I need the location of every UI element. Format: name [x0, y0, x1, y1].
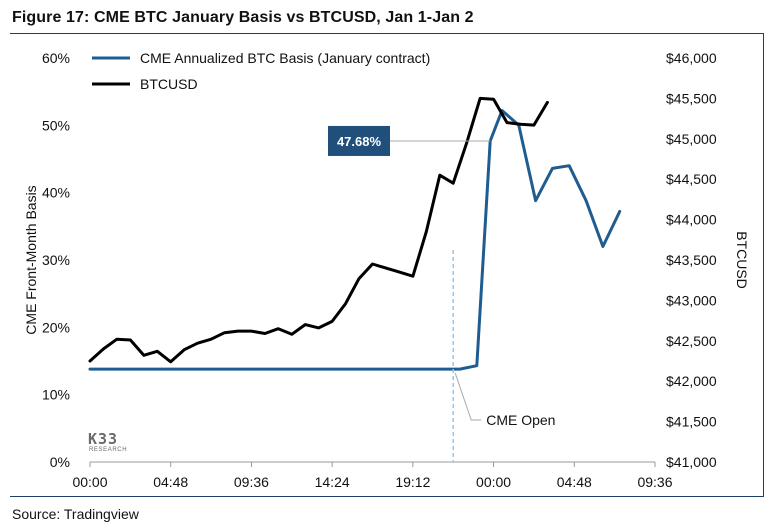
y-axis-right-title: BTCUSD	[734, 231, 750, 289]
logo-subtext: RESEARCH	[89, 447, 127, 453]
y-axis-left-tick-label: 0%	[50, 454, 70, 470]
y-axis-right-tick-label: $43,000	[666, 292, 717, 308]
y-axis-left-title: CME Front-Month Basis	[23, 185, 39, 334]
y-axis-left-tick-label: 10%	[42, 387, 70, 403]
y-axis-left-tick-label: 60%	[42, 50, 70, 66]
y-axis-right-tick-label: $44,000	[666, 212, 717, 228]
x-axis-tick-label: 19:12	[395, 474, 430, 490]
footer-divider	[10, 496, 764, 497]
y-axis-right-tick-label: $46,000	[666, 50, 717, 66]
y-axis-left-tick-label: 30%	[42, 252, 70, 268]
x-axis-tick-label: 00:00	[476, 474, 511, 490]
logo-mark: K33	[88, 430, 118, 448]
y-axis-right-tick-label: $41,000	[666, 454, 717, 470]
k33-research-logo: K33 RESEARCH	[88, 430, 127, 453]
frame-right-border	[763, 33, 764, 497]
y-axis-left-tick-label: 20%	[42, 319, 70, 335]
y-axis-right-tick-label: $42,500	[666, 333, 717, 349]
y-axis-right-tick-label: $45,000	[666, 131, 717, 147]
x-axis-tick-label: 04:48	[153, 474, 188, 490]
x-axis-tick-label: 09:36	[637, 474, 672, 490]
y-axis-right-tick-label: $43,500	[666, 252, 717, 268]
figure-title: Figure 17: CME BTC January Basis vs BTCU…	[12, 9, 474, 26]
chart-series-layer	[88, 96, 622, 371]
y-axis-left-tick-label: 40%	[42, 185, 70, 201]
title-divider	[10, 33, 764, 34]
y-axis-right-tick-label: $44,500	[666, 171, 717, 187]
source-note: Source: Tradingview	[12, 506, 139, 522]
cme-open-label: CME Open	[486, 412, 555, 428]
x-axis-tick-label: 04:48	[557, 474, 592, 490]
callout-label: 47.68%	[337, 134, 382, 149]
chart-legend: CME Annualized BTC Basis (January contra…	[92, 50, 430, 92]
chart-axes: 00:00 04:48 09:36 14:24 19:12 00:00 04:48 09:36…	[42, 50, 717, 490]
x-axis-tick-label: 00:00	[72, 474, 107, 490]
series-basis-line	[88, 109, 622, 371]
callout-box	[328, 125, 390, 156]
y-axis-left-tick-label: 50%	[42, 117, 70, 133]
x-axis-tick-label: 09:36	[234, 474, 269, 490]
legend-label-btc: BTCUSD	[140, 76, 198, 92]
series-btcusd-line	[88, 96, 549, 364]
x-axis-tick-label: 14:24	[315, 474, 350, 490]
legend-label-basis: CME Annualized BTC Basis (January contra…	[140, 50, 430, 66]
y-axis-right-tick-label: $45,500	[666, 90, 717, 106]
y-axis-right-tick-label: $41,500	[666, 414, 717, 430]
cme-open-leader-line	[454, 372, 482, 421]
y-axis-right-tick-label: $42,000	[666, 373, 717, 389]
chart-annotations: 47.68% CME Open	[328, 125, 555, 462]
